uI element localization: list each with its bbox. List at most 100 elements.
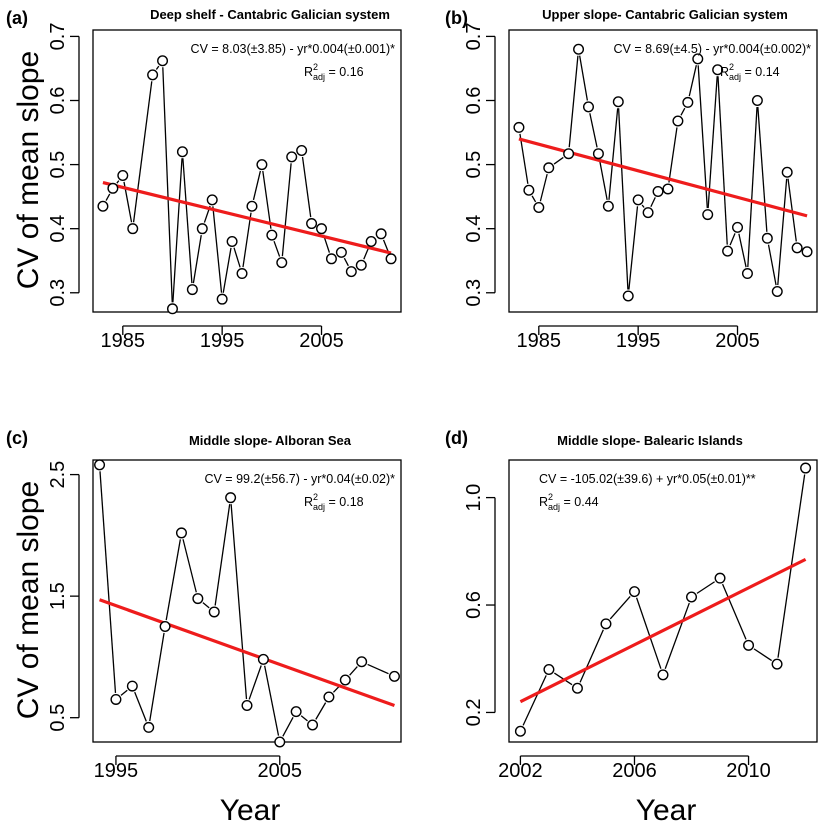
regression-equation-a: CV = 8.03(±3.85) - yr*0.004(±0.001)* xyxy=(191,42,396,56)
data-point-a xyxy=(166,303,178,315)
data-point-b xyxy=(533,202,545,214)
series-segment-c xyxy=(134,691,147,722)
series-segment-b xyxy=(579,55,589,101)
data-point-a xyxy=(266,229,278,241)
series-segment-a xyxy=(262,170,272,229)
series-segment-d xyxy=(609,596,631,620)
data-point-a xyxy=(206,194,218,206)
data-point-a xyxy=(286,151,298,163)
panel-a: (a) Deep shelf - Cantabric Galician syste… xyxy=(6,7,402,352)
y-tick-label-a: 0.5 xyxy=(47,151,69,179)
data-point-b xyxy=(642,207,654,219)
data-point-a xyxy=(355,259,367,271)
trend-line-b xyxy=(518,137,808,218)
data-point-b xyxy=(781,166,793,178)
data-point-b xyxy=(582,101,594,113)
data-point-d xyxy=(686,591,698,603)
data-point-a xyxy=(375,228,387,240)
series-segment-b xyxy=(688,65,697,97)
data-point-b xyxy=(573,43,585,55)
series-segment-b xyxy=(553,156,564,165)
data-point-b xyxy=(712,64,724,76)
data-point-a xyxy=(236,268,248,280)
x-tick-label-c: 2005 xyxy=(258,760,303,782)
x-tick-label-a: 1985 xyxy=(101,330,146,352)
panel-letter-a: (a) xyxy=(6,8,28,28)
panel-letter-d: (d) xyxy=(445,428,468,448)
data-point-c xyxy=(126,680,138,692)
regression-equation-b: CV = 8.69(±4.5) - yr*0.004(±0.002)* xyxy=(614,42,812,56)
data-point-c xyxy=(388,670,400,682)
data-point-b xyxy=(801,246,813,258)
panel-title-d: Middle slope- Balearic Islands xyxy=(557,433,743,448)
series-segment-c xyxy=(182,539,197,593)
series-segment-d xyxy=(664,602,690,669)
series-segment-b xyxy=(531,195,537,203)
x-tick-label-d: 2010 xyxy=(726,760,771,782)
plot-frame-c xyxy=(92,459,402,743)
data-point-a xyxy=(226,235,238,247)
panel-letter-b: (b) xyxy=(445,8,468,28)
data-point-d xyxy=(628,586,640,598)
data-point-b xyxy=(732,221,744,233)
y-tick-label-c: 0.5 xyxy=(47,704,69,732)
series-segment-b xyxy=(729,233,736,246)
y-tick-label-d: 0.6 xyxy=(463,591,485,619)
y-tick-label-a: 0.4 xyxy=(47,215,69,243)
series-segment-a xyxy=(192,234,202,284)
data-point-b xyxy=(791,242,803,254)
series-segment-c xyxy=(165,539,181,621)
series-segment-c xyxy=(282,717,294,737)
series-segment-d xyxy=(721,583,747,640)
data-point-d xyxy=(714,572,726,584)
y-tick-label-a: 0.6 xyxy=(47,87,69,115)
series-segment-c xyxy=(120,689,128,696)
data-point-a xyxy=(306,218,318,230)
data-point-c xyxy=(323,691,335,703)
series-segment-a xyxy=(301,156,312,218)
plot-frame-a xyxy=(92,29,402,313)
data-point-c xyxy=(208,606,220,618)
series-segment-a xyxy=(273,240,281,257)
xlabel-left: Year xyxy=(220,794,281,827)
series-segment-d xyxy=(635,597,662,669)
data-point-a xyxy=(147,69,159,81)
panel-b: (b) Upper slope- Cantabric Galician syste… xyxy=(445,7,818,352)
y-tick-label-b: 0.7 xyxy=(463,23,485,51)
trend-line-d xyxy=(519,557,807,704)
data-point-d xyxy=(743,639,755,651)
series-segment-c xyxy=(367,663,389,675)
x-tick-label-b: 1985 xyxy=(517,330,562,352)
data-point-c xyxy=(274,736,286,748)
data-point-d xyxy=(771,658,783,670)
data-point-a xyxy=(216,293,228,305)
series-segment-b xyxy=(617,108,629,290)
data-point-b xyxy=(722,245,734,257)
data-point-c xyxy=(110,693,122,705)
panel-letter-c: (c) xyxy=(6,428,28,448)
data-point-b xyxy=(751,94,763,106)
y-tick-label-b: 0.5 xyxy=(463,151,485,179)
data-point-c xyxy=(307,719,319,731)
data-point-c xyxy=(290,706,302,718)
y-tick-label-d: 0.2 xyxy=(463,699,485,727)
x-tick-label-c: 1995 xyxy=(94,760,139,782)
data-point-b xyxy=(612,96,624,108)
plot-frame-d xyxy=(508,459,818,743)
data-point-b xyxy=(771,285,783,297)
data-point-a xyxy=(385,253,397,265)
data-point-b xyxy=(672,115,684,127)
series-segment-a xyxy=(233,247,241,268)
series-segment-c xyxy=(149,632,165,722)
y-tick-label-a: 0.7 xyxy=(47,23,69,51)
regression-equation-c: CV = 99.2(±56.7) - yr*0.04(±0.02)* xyxy=(204,472,395,486)
series-segment-b xyxy=(598,159,608,200)
series-segment-c xyxy=(214,504,231,606)
plot-frame-b xyxy=(508,29,818,313)
y-tick-label-b: 0.4 xyxy=(463,215,485,243)
data-point-d xyxy=(600,618,612,630)
data-point-b xyxy=(513,121,525,133)
xlabel-right: Year xyxy=(636,794,697,827)
data-point-a xyxy=(97,200,109,212)
